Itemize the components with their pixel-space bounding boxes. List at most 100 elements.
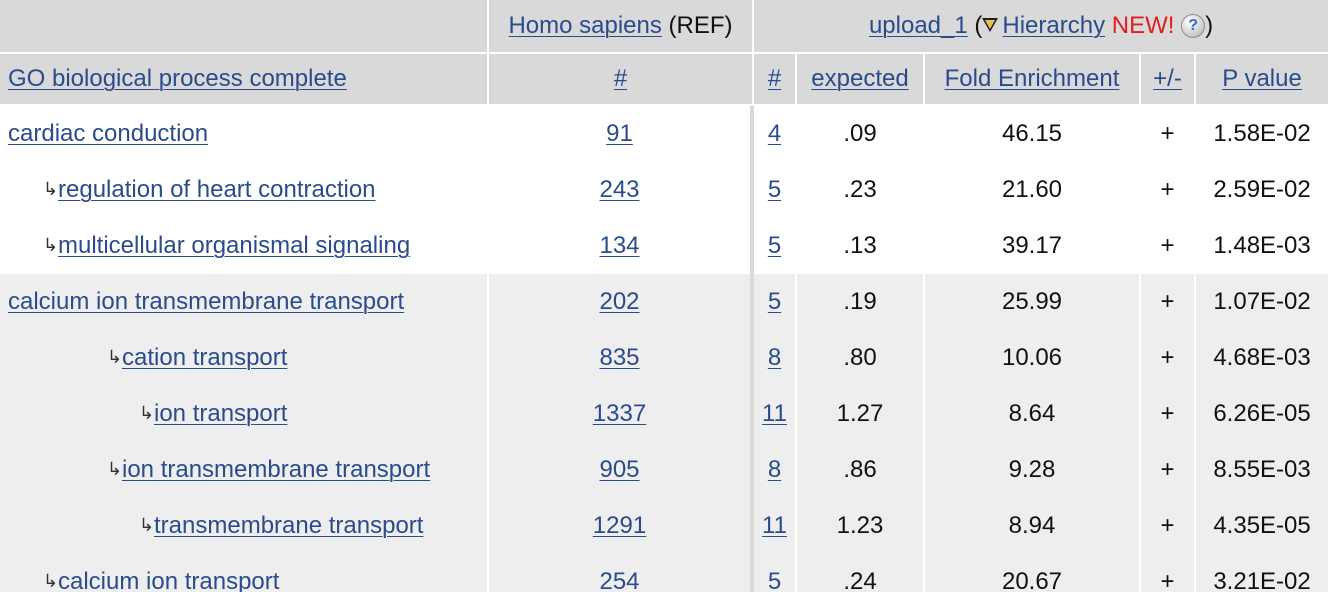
- fold-enrichment-cell: 39.17: [925, 218, 1141, 274]
- expected-column-header[interactable]: expected: [811, 65, 909, 92]
- ref-count-link[interactable]: 254: [599, 568, 640, 592]
- help-icon[interactable]: ?: [1181, 14, 1206, 38]
- ref-suffix: (REF): [668, 12, 733, 39]
- gene-count-link[interactable]: 5: [767, 288, 782, 315]
- ref-count-cell: 835: [489, 330, 754, 386]
- reference-header: Homo sapiens (REF): [489, 0, 754, 54]
- header-row-top: Homo sapiens (REF) upload_1 ( Hierarchy N…: [0, 0, 1330, 54]
- hierarchy-arrow-icon: ↳: [42, 571, 58, 591]
- direction-cell: +: [1141, 106, 1196, 162]
- fold-enrichment-cell: 8.64: [925, 386, 1141, 442]
- term-cell: calcium ion transmembrane transport: [0, 274, 489, 330]
- count-column-header[interactable]: #: [767, 65, 782, 92]
- expected-cell: 1.23: [797, 498, 925, 554]
- pvalue-cell: 1.58E-02: [1196, 106, 1330, 162]
- go-term-link[interactable]: multicellular organismal signaling: [58, 232, 411, 259]
- go-term-link[interactable]: regulation of heart contraction: [58, 176, 376, 203]
- close-paren: ): [1205, 12, 1214, 39]
- header-row-columns: GO biological process complete # # expec…: [0, 54, 1330, 106]
- pvalue-cell: 4.35E-05: [1196, 498, 1330, 554]
- upload-list-link[interactable]: upload_1: [868, 12, 968, 39]
- count-cell: 5: [754, 554, 797, 592]
- ref-count-column-header[interactable]: #: [613, 65, 628, 92]
- direction-cell: +: [1141, 162, 1196, 218]
- ref-count-link[interactable]: 134: [599, 232, 640, 259]
- go-term-link[interactable]: cation transport: [122, 344, 288, 371]
- direction-cell: +: [1141, 386, 1196, 442]
- table-row: cardiac conduction 91 4 .09 46.15 +1.58E-02: [0, 106, 1330, 162]
- pvalue-column-header[interactable]: P value: [1222, 65, 1302, 92]
- pvalue-cell: 8.55E-03: [1196, 442, 1330, 498]
- expected-cell: .19: [797, 274, 925, 330]
- hierarchy-link[interactable]: Hierarchy: [1002, 12, 1106, 39]
- fold-enrichment-cell: 9.28: [925, 442, 1141, 498]
- ref-count-link[interactable]: 1337: [592, 400, 647, 427]
- ref-count-link[interactable]: 905: [599, 456, 640, 483]
- direction-cell: +: [1141, 554, 1196, 592]
- ref-count-cell: 91: [489, 106, 754, 162]
- count-cell: 11: [754, 386, 797, 442]
- go-term-link[interactable]: calcium ion transmembrane transport: [8, 288, 405, 315]
- term-cell: ↳regulation of heart contraction: [0, 162, 489, 218]
- hierarchy-triangle-icon[interactable]: [982, 18, 999, 32]
- table-body: cardiac conduction 91 4.09 46.15 +1.58E-02 ↳r…: [0, 106, 1330, 592]
- gene-count-link[interactable]: 4: [767, 120, 782, 147]
- hierarchy-arrow-icon: ↳: [106, 459, 122, 479]
- ref-count-link[interactable]: 243: [599, 176, 640, 203]
- gene-count-link[interactable]: 8: [767, 344, 782, 371]
- fold-enrichment-cell: 25.99: [925, 274, 1141, 330]
- term-cell: ↳multicellular organismal signaling: [0, 218, 489, 274]
- ref-count-cell: 134: [489, 218, 754, 274]
- expected-cell: .24: [797, 554, 925, 592]
- ref-count-cell: 202: [489, 274, 754, 330]
- gene-count-link[interactable]: 11: [762, 400, 787, 427]
- hierarchy-arrow-icon: ↳: [106, 347, 122, 367]
- go-term-link[interactable]: calcium ion transport: [58, 568, 280, 592]
- table-row: ↳multicellular organismal signaling 134 5.…: [0, 218, 1330, 274]
- gene-count-link[interactable]: 5: [767, 568, 782, 592]
- gene-count-link[interactable]: 8: [767, 456, 782, 483]
- expected-cell: .09: [797, 106, 925, 162]
- ref-count-cell: 1337: [489, 386, 754, 442]
- ref-count-link[interactable]: 835: [599, 344, 640, 371]
- header-blank-cell: [0, 0, 489, 54]
- fold-enrichment-cell: 8.94: [925, 498, 1141, 554]
- ref-count-cell: 905: [489, 442, 754, 498]
- new-badge: NEW!: [1111, 12, 1175, 39]
- upload-header: upload_1 ( Hierarchy NEW! ?): [754, 0, 1330, 54]
- count-cell: 5: [754, 218, 797, 274]
- expected-cell: .86: [797, 442, 925, 498]
- count-cell: 4: [754, 106, 797, 162]
- ref-count-link[interactable]: 1291: [592, 512, 647, 539]
- fold-enrichment-column-header[interactable]: Fold Enrichment: [944, 65, 1120, 92]
- open-paren: (: [974, 12, 983, 39]
- process-column-header[interactable]: GO biological process complete: [8, 65, 347, 92]
- gene-count-link[interactable]: 11: [762, 512, 787, 539]
- direction-column-header[interactable]: +/-: [1153, 65, 1182, 92]
- term-cell: ↳cation transport: [0, 330, 489, 386]
- count-cell: 8: [754, 442, 797, 498]
- count-cell: 5: [754, 162, 797, 218]
- gene-count-link[interactable]: 5: [767, 232, 782, 259]
- go-term-link[interactable]: cardiac conduction: [8, 120, 209, 147]
- table-row: ↳calcium ion transport 254 5 .24 20.67 +3.21E…: [0, 554, 1330, 592]
- pvalue-cell: 6.26E-05: [1196, 386, 1330, 442]
- pvalue-cell: 2.59E-02: [1196, 162, 1330, 218]
- term-cell: ↳calcium ion transport: [0, 554, 489, 592]
- pvalue-cell: 1.48E-03: [1196, 218, 1330, 274]
- homo-sapiens-link[interactable]: Homo sapiens: [508, 12, 662, 39]
- table-row: ↳cation transport 835 8 .80 10.06 +4.68E-03: [0, 330, 1330, 386]
- ref-count-link[interactable]: 202: [599, 288, 640, 315]
- table-row: ↳regulation of heart contraction 243 5.23 2…: [0, 162, 1330, 218]
- gene-count-link[interactable]: 5: [767, 176, 782, 203]
- ref-count-cell: 254: [489, 554, 754, 592]
- direction-cell: +: [1141, 218, 1196, 274]
- term-cell: ↳ion transport: [0, 386, 489, 442]
- direction-cell: +: [1141, 274, 1196, 330]
- hierarchy-arrow-icon: ↳: [138, 403, 154, 423]
- fold-enrichment-cell: 10.06: [925, 330, 1141, 386]
- go-term-link[interactable]: ion transport: [154, 400, 288, 427]
- go-term-link[interactable]: transmembrane transport: [154, 512, 424, 539]
- go-term-link[interactable]: ion transmembrane transport: [122, 456, 431, 483]
- ref-count-link[interactable]: 91: [606, 120, 633, 147]
